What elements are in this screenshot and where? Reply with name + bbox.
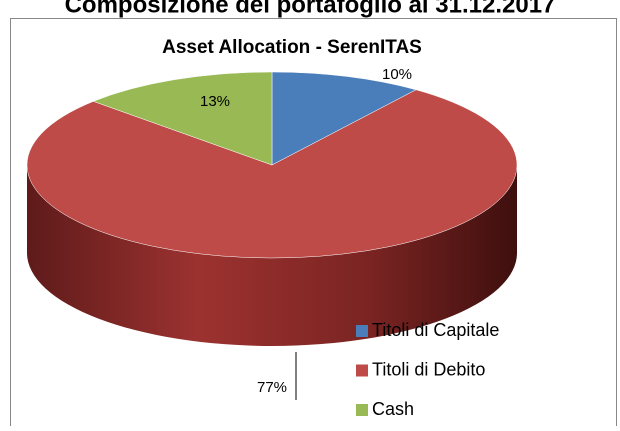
- legend-label: Titoli di Debito: [372, 359, 485, 379]
- data-label: 10%: [382, 66, 412, 83]
- pie-side: [27, 165, 517, 346]
- legend-swatch: [356, 325, 368, 337]
- page-title: Composizione del portafoglio al 31.12.20…: [65, 0, 556, 18]
- data-label: 77%: [257, 379, 287, 396]
- legend-swatch: [356, 404, 368, 416]
- chart-title: Asset Allocation - SerenITAS: [162, 37, 422, 58]
- legend-label: Titoli di Capitale: [372, 320, 499, 340]
- data-label: 13%: [200, 93, 230, 110]
- pie-slice: [26, 89, 518, 259]
- legend-label: Cash: [372, 399, 414, 419]
- pie-slice: [92, 71, 273, 166]
- pie-slice: [271, 71, 417, 166]
- legend-swatch: [356, 364, 368, 377]
